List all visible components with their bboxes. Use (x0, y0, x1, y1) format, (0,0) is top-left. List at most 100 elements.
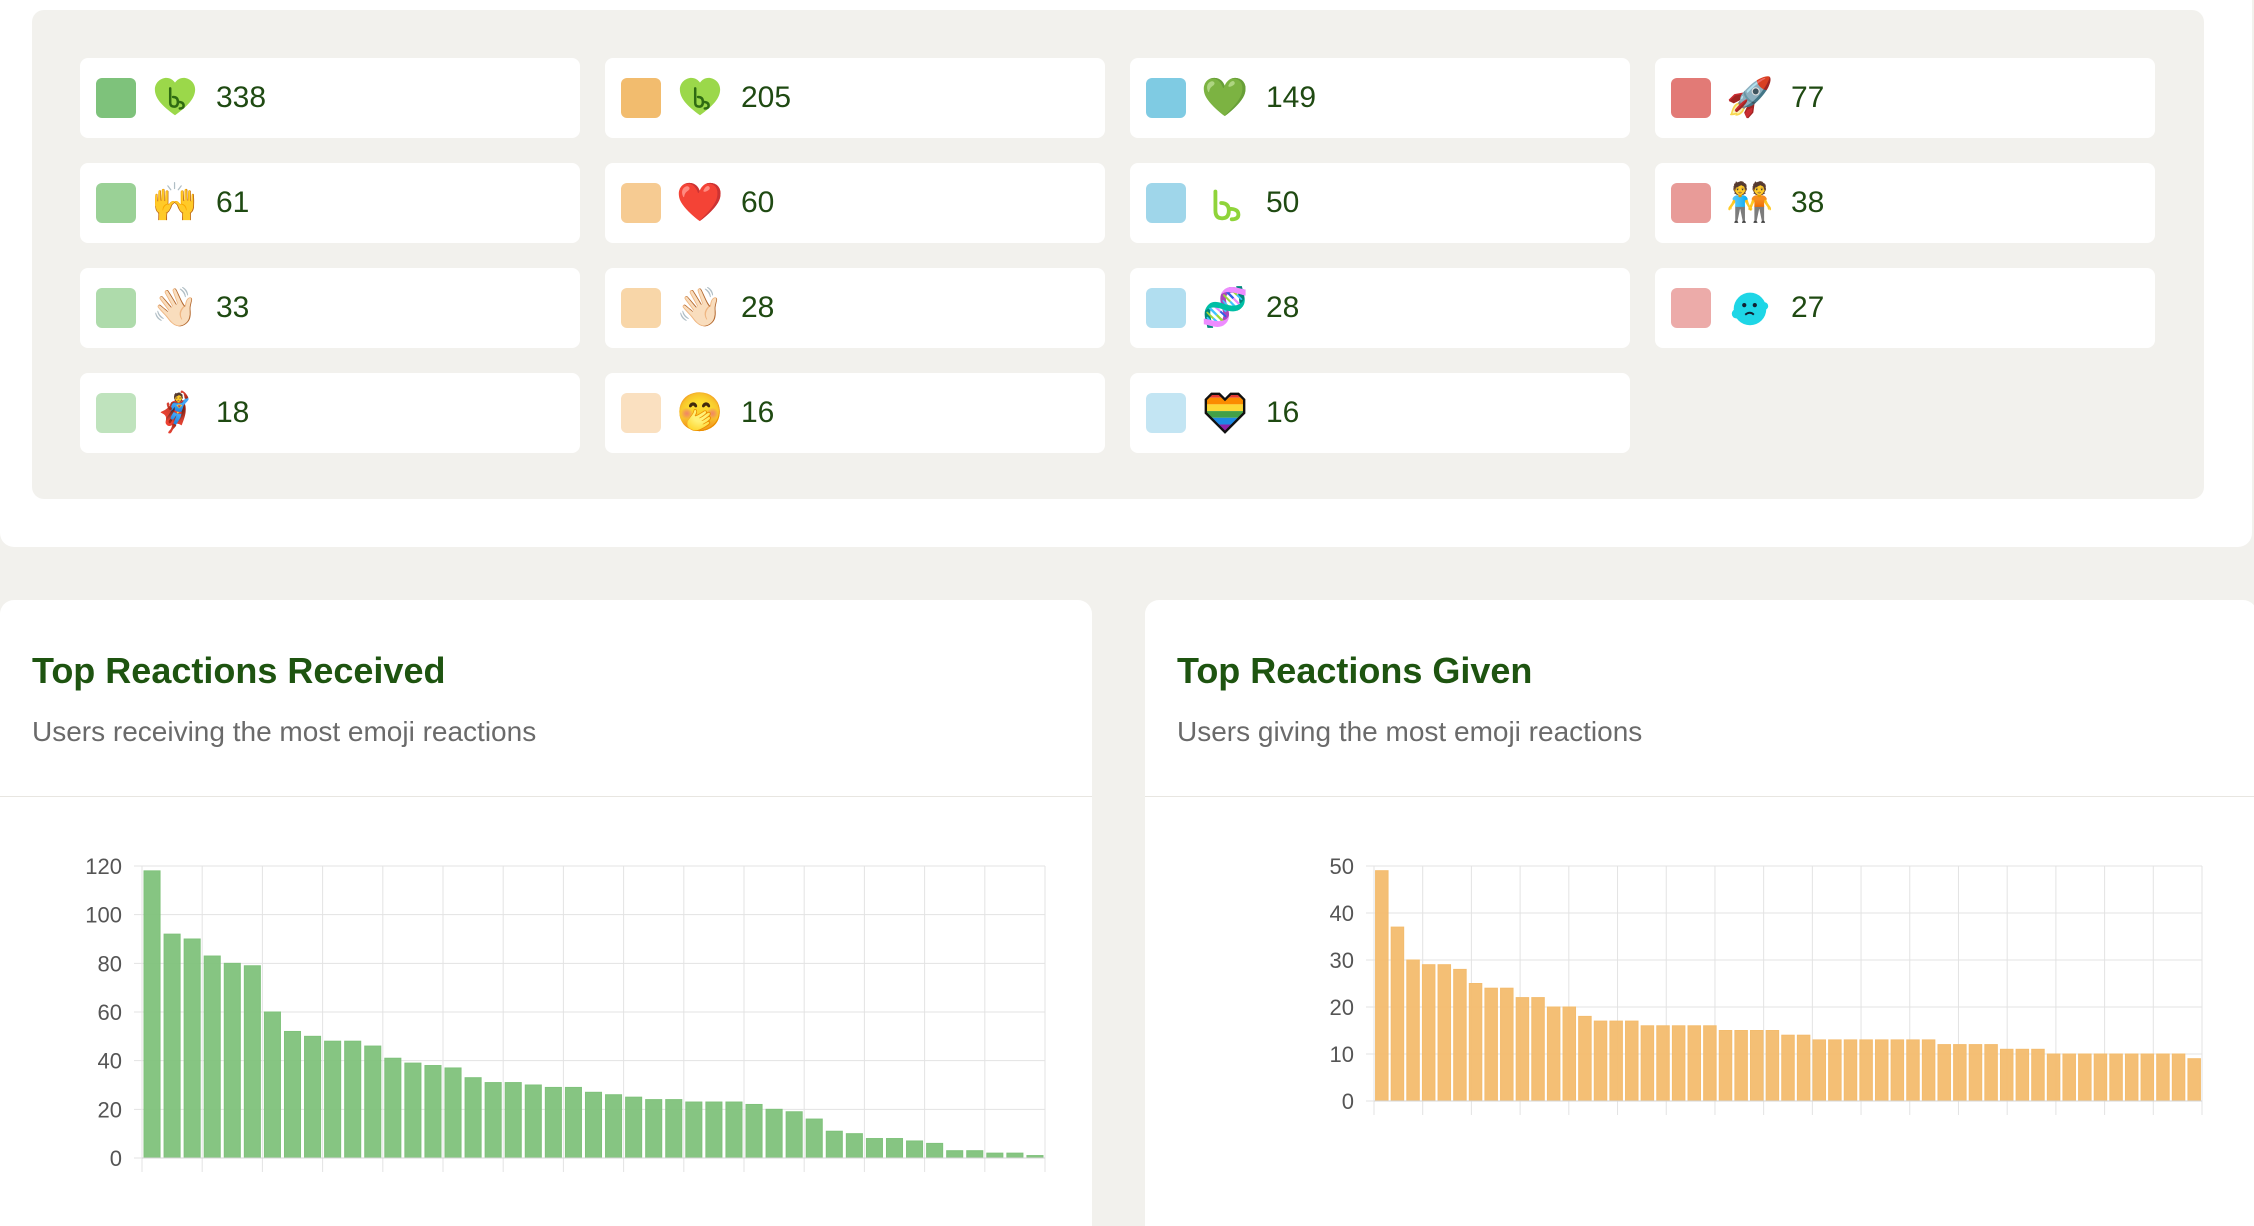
reaction-count: 205 (741, 81, 792, 114)
bar (946, 1150, 964, 1159)
y-tick-label: 100 (85, 903, 122, 928)
reaction-count: 16 (741, 396, 775, 429)
reaction-count: 16 (1266, 396, 1300, 429)
bar (2031, 1048, 2045, 1102)
reaction-count: 28 (1266, 291, 1300, 324)
bar (1890, 1039, 1905, 1102)
bar (384, 1057, 402, 1159)
bar (1828, 1039, 1842, 1102)
bar (404, 1062, 422, 1159)
reaction-count: 18 (216, 396, 250, 429)
y-tick-label: 0 (1342, 1089, 1354, 1114)
legend-item[interactable]: 🧑‍🤝‍🧑 38 (1655, 163, 2155, 243)
legend-item[interactable]: 🤭 16 (605, 373, 1105, 453)
bar (1859, 1039, 1873, 1102)
legend-item[interactable]: 🚀 77 (1655, 58, 2155, 138)
legend-item[interactable]: 🙌 61 (80, 163, 580, 243)
bar (2156, 1053, 2170, 1102)
color-swatch (96, 288, 136, 328)
bar (2015, 1048, 2030, 1102)
y-tick-label: 40 (1330, 901, 1354, 926)
y-tick-label: 20 (98, 1097, 122, 1122)
bar (1937, 1044, 1951, 1102)
bar (1546, 1006, 1561, 1102)
color-swatch (621, 393, 661, 433)
bar (906, 1140, 924, 1159)
green-heart-logo-icon (675, 73, 725, 123)
bar (1625, 1020, 1639, 1102)
bar (1453, 968, 1467, 1102)
bar (2046, 1053, 2061, 1102)
legend-item[interactable]: ❤️ 60 (605, 163, 1105, 243)
bar (705, 1101, 723, 1159)
bar (1515, 997, 1530, 1102)
bar (1375, 870, 1389, 1102)
emoji-legend-card: 338 205 💚 149 🚀 77 🙌 61 ❤️ 60 50 🧑‍🤝‍🧑 38 👋🏻 33 👋🏻 28 🧬 28… (0, 0, 2252, 547)
bar (324, 1040, 342, 1159)
bar (2078, 1053, 2092, 1102)
reaction-count: 61 (216, 186, 250, 219)
bar (825, 1130, 843, 1159)
reaction-count: 77 (1791, 81, 1825, 114)
bar (183, 938, 201, 1159)
legend-item[interactable]: 💚 149 (1130, 58, 1630, 138)
legend-item[interactable]: 🦸 18 (80, 373, 580, 453)
bar (2124, 1053, 2139, 1102)
legend-item[interactable]: 16 (1130, 373, 1630, 453)
legend-item[interactable]: 205 (605, 58, 1105, 138)
bar (2062, 1053, 2076, 1102)
bar (364, 1045, 382, 1159)
bar (1734, 1030, 1748, 1102)
bar (1484, 987, 1498, 1102)
given-title: Top Reactions Given (1177, 650, 1533, 691)
received-title: Top Reactions Received (32, 650, 446, 691)
bar (1953, 1044, 1967, 1102)
bar (1656, 1025, 1670, 1102)
color-swatch (621, 78, 661, 118)
bar (1999, 1048, 2014, 1102)
bar (725, 1101, 743, 1159)
color-swatch (1146, 183, 1186, 223)
green-heart-icon: 💚 (1201, 77, 1249, 119)
bar (1006, 1152, 1024, 1159)
reaction-count: 338 (216, 81, 267, 114)
bar (765, 1108, 783, 1159)
received-subtitle: Users receiving the most emoji reactions (32, 716, 537, 747)
bar (504, 1082, 522, 1159)
bar (243, 965, 261, 1159)
legend-item[interactable]: 🧬 28 (1130, 268, 1630, 348)
bar (1468, 983, 1483, 1102)
bar (304, 1035, 322, 1159)
legend-item[interactable]: 338 (80, 58, 580, 138)
bar (1765, 1030, 1780, 1102)
bar (1593, 1020, 1608, 1102)
superhero-icon: 🦸 (151, 392, 199, 434)
bar (865, 1138, 883, 1159)
y-tick-label: 20 (1330, 995, 1354, 1020)
reaction-count: 27 (1791, 291, 1825, 324)
rainbow-heart-icon (1200, 388, 1250, 438)
bar (1781, 1034, 1795, 1102)
bar (1968, 1044, 1983, 1102)
legend-item[interactable]: 👋🏻 33 (80, 268, 580, 348)
bar (1750, 1030, 1764, 1102)
bar (584, 1091, 603, 1159)
card-divider (0, 796, 1092, 797)
bar (845, 1133, 863, 1159)
legend-item[interactable]: 27 (1655, 268, 2155, 348)
color-swatch (1146, 78, 1186, 118)
bar (344, 1040, 362, 1159)
legend-item[interactable]: 👋🏻 28 (605, 268, 1105, 348)
legend-item[interactable]: 50 (1130, 163, 1630, 243)
y-tick-label: 80 (98, 951, 122, 976)
color-swatch (1671, 78, 1711, 118)
color-swatch (1146, 288, 1186, 328)
bar (605, 1094, 623, 1159)
bar (1437, 964, 1452, 1102)
green-heart-logo-icon (150, 73, 200, 123)
bar (1718, 1030, 1733, 1102)
reaction-count: 33 (216, 291, 250, 324)
rocket-icon: 🚀 (1726, 77, 1774, 119)
reaction-count: 28 (741, 291, 775, 324)
bar (464, 1077, 482, 1159)
